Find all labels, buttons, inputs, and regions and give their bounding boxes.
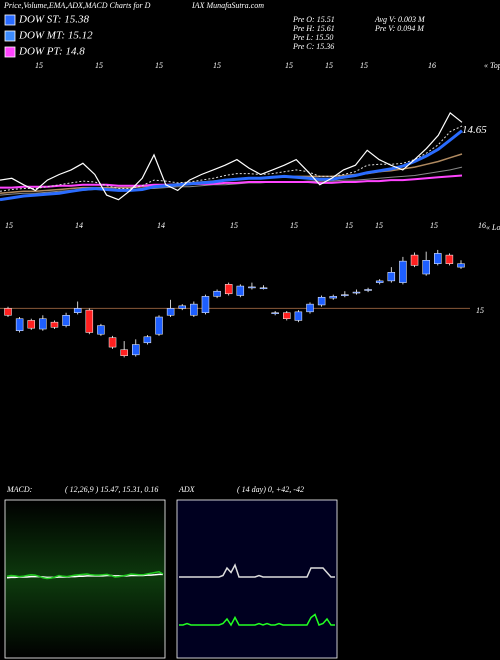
- candle-body: [294, 311, 303, 321]
- end-value-label: 14.65: [462, 124, 487, 136]
- candle-body: [329, 296, 337, 299]
- line: [0, 174, 463, 189]
- stat: Avg V: 0.003 M: [374, 15, 426, 24]
- macd-panel: [4, 499, 166, 659]
- top-label: 15: [155, 61, 163, 70]
- candle-body: [213, 290, 221, 297]
- legend-label: DOW MT: 15.12: [18, 30, 93, 42]
- candle-body: [39, 318, 47, 330]
- legend-label: DOW ST: 15.38: [18, 14, 89, 26]
- top-label: 15: [360, 61, 368, 70]
- candle-body: [387, 272, 396, 282]
- candle-body: [50, 321, 59, 328]
- candle-body: [224, 284, 233, 295]
- legend-swatch: [4, 30, 16, 42]
- stat: Pre C: 15.36: [292, 42, 334, 51]
- line: [179, 613, 335, 627]
- candle-body: [108, 337, 117, 348]
- top-label: 15: [290, 221, 298, 230]
- candle-body: [190, 303, 198, 316]
- line: [6, 573, 163, 579]
- line: [6, 571, 164, 580]
- candle-body: [457, 263, 465, 268]
- stat: Pre H: 15.61: [292, 24, 335, 33]
- corner-label: « Lows: [486, 223, 500, 232]
- top-label: 16: [478, 221, 486, 230]
- candle-body: [15, 318, 24, 332]
- top-label: 15: [95, 61, 103, 70]
- candle-body: [85, 309, 94, 333]
- title-left: Price,Volume,EMA,ADX,MACD Charts for D: [3, 1, 151, 10]
- top-label: 15: [35, 61, 43, 70]
- panel-title: ADX: [178, 485, 196, 494]
- line: [0, 111, 463, 201]
- candle-body: [306, 303, 314, 313]
- candle-body: [178, 305, 186, 309]
- candle-body: [445, 254, 454, 264]
- panel-subtitle: ( 12,26,9 ) 15.47, 15.31, 0.16: [65, 485, 158, 494]
- top-label: 15: [285, 61, 293, 70]
- candle-body: [97, 325, 105, 335]
- candle-body: [283, 312, 291, 319]
- candle-body: [143, 336, 152, 344]
- candle-body: [4, 308, 12, 316]
- legend-swatch: [4, 14, 16, 26]
- candle-body: [410, 254, 419, 266]
- top-label: 15: [325, 61, 333, 70]
- candle-body: [155, 316, 163, 335]
- line: [0, 125, 463, 192]
- candle-body: [399, 260, 407, 283]
- panel-title: MACD:: [6, 485, 33, 494]
- stat: Pre O: 15.51: [292, 15, 335, 24]
- candle-body: [27, 320, 35, 329]
- top-label: 14: [157, 221, 165, 230]
- line: [0, 129, 463, 202]
- candle-body: [236, 285, 245, 296]
- top-label: 15: [430, 221, 438, 230]
- candle-body: [364, 289, 372, 291]
- top-label: 15: [230, 221, 238, 230]
- stat: Pre V: 0.094 M: [374, 24, 425, 33]
- candle-body: [62, 315, 70, 326]
- candle-body: [248, 286, 256, 289]
- legend-swatch: [4, 46, 16, 58]
- top-label: 15: [5, 221, 13, 230]
- top-label: 14: [75, 221, 83, 230]
- candle-body: [434, 253, 442, 264]
- corner-label: « Tops: [484, 61, 500, 70]
- candle-body: [375, 280, 384, 283]
- top-label: 16: [428, 61, 436, 70]
- top-label: 15: [213, 61, 221, 70]
- candle-body: [352, 291, 361, 294]
- candle-body: [317, 296, 326, 306]
- title-right: IAX MunafaSutra.com: [191, 1, 264, 10]
- candle-body: [166, 308, 175, 316]
- candle-body: [132, 344, 140, 356]
- adx-panel: [176, 499, 338, 659]
- candle-body: [341, 294, 349, 296]
- candle-body: [259, 287, 268, 290]
- candle-body: [422, 260, 430, 275]
- panel-subtitle: ( 14 day) 0, +42, -42: [237, 485, 304, 494]
- top-label: 15: [345, 221, 353, 230]
- candle-body: [201, 296, 210, 313]
- y-tick-label: 15: [476, 306, 484, 315]
- candle-body: [73, 308, 82, 313]
- candle-body: [120, 349, 128, 356]
- line: [179, 563, 335, 578]
- candle-body: [271, 312, 279, 314]
- top-label: 15: [375, 221, 383, 230]
- legend-label: DOW PT: 14.8: [18, 46, 85, 58]
- stat: Pre L: 15.50: [292, 33, 333, 42]
